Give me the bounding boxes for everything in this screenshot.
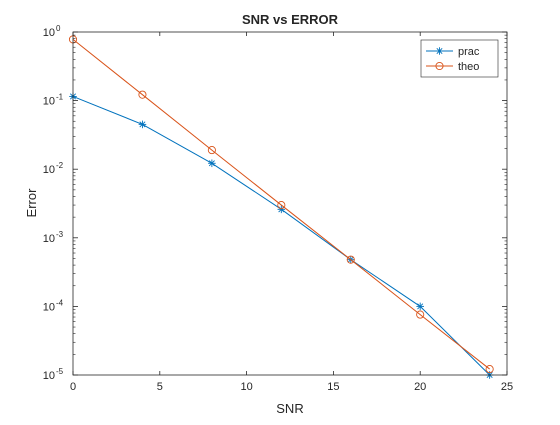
y-tick-base: 10 xyxy=(43,370,55,382)
y-tick-exponent: -3 xyxy=(56,230,64,239)
data-point-theo xyxy=(138,90,147,99)
data-point-theo xyxy=(416,310,425,319)
y-tick-exponent: -5 xyxy=(56,367,64,376)
data-point-prac xyxy=(138,120,147,129)
y-tick-base: 10 xyxy=(43,301,55,313)
y-tick-exponent: 0 xyxy=(56,24,61,33)
chart-title: SNR vs ERROR xyxy=(242,12,339,27)
y-tick-exponent: -1 xyxy=(56,93,64,102)
y-tick-label: 10 xyxy=(43,370,55,382)
y-tick-base: 10 xyxy=(43,96,55,108)
y-tick-label: 10 xyxy=(43,233,55,245)
marker-stroke xyxy=(417,303,424,310)
x-tick-label: 5 xyxy=(157,381,163,393)
data-point-theo xyxy=(485,365,494,374)
data-point-prac xyxy=(277,205,286,214)
y-tick-exponent: -4 xyxy=(56,298,64,307)
y-tick-label: 10 xyxy=(43,27,55,39)
data-point-theo xyxy=(207,146,216,155)
marker-stroke xyxy=(139,121,146,128)
x-tick-label: 10 xyxy=(240,381,252,393)
series-theo xyxy=(68,35,494,374)
plot-area xyxy=(73,32,507,375)
data-point-prac xyxy=(208,159,216,168)
y-tick-exponent: -2 xyxy=(56,161,64,170)
y-tick-label: 10 xyxy=(43,96,55,108)
legend-box xyxy=(420,39,499,78)
axes-box xyxy=(72,31,508,376)
x-tick-label: 20 xyxy=(414,381,426,393)
data-point-theo xyxy=(277,201,286,210)
marker-stroke xyxy=(278,206,285,213)
legend-label: prac xyxy=(458,46,480,58)
data-point-prac xyxy=(416,302,424,311)
marker-stroke xyxy=(436,47,443,55)
legend-item-prac: prac xyxy=(426,46,480,58)
marker-stroke xyxy=(208,160,215,167)
x-tick-label: 25 xyxy=(501,381,513,393)
legend-item-theo: theo xyxy=(426,61,479,73)
legend: prac theo xyxy=(420,39,499,78)
data-point-theo xyxy=(346,255,355,264)
y-tick-base: 10 xyxy=(43,164,55,176)
series-line-theo xyxy=(72,39,490,370)
y-tick-label: 10 xyxy=(43,164,55,176)
x-tick-label: 0 xyxy=(70,381,76,393)
legend-marker xyxy=(435,47,444,55)
y-tick-base: 10 xyxy=(43,27,55,39)
x-axis-label: SNR xyxy=(276,401,303,416)
y-tick-base: 10 xyxy=(43,233,55,245)
legend-label: theo xyxy=(458,61,479,73)
y-tick-label: 10 xyxy=(43,301,55,313)
y-axis-label: Error xyxy=(24,188,39,218)
x-tick-label: 15 xyxy=(327,381,339,393)
legend-marker xyxy=(435,61,444,71)
series-prac xyxy=(69,92,494,379)
